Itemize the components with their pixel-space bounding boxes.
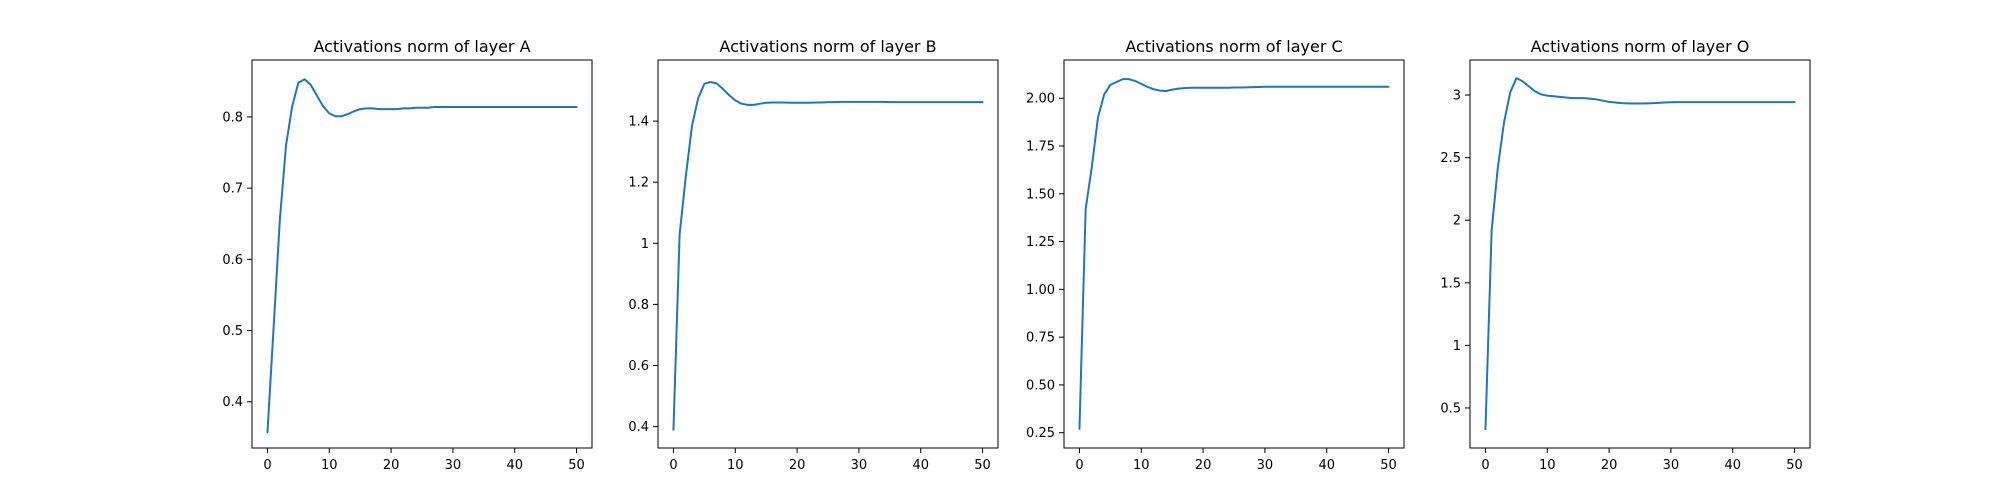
x-tick-label: 20 (1195, 458, 1212, 473)
axes-frame (1063, 59, 1405, 449)
y-axis: 0.4 0.6 0.8 1 1.2 1.4 (628, 115, 658, 435)
x-tick-label: 20 (1601, 458, 1618, 473)
y-tick-label: 1.4 (628, 115, 649, 130)
series-line (1484, 77, 1796, 431)
x-tick-label: 50 (1786, 458, 1803, 473)
series-line (266, 78, 578, 434)
y-axis: 0.25 0.50 0.75 1.00 1.25 1.50 1.75 2.00 (1026, 92, 1064, 441)
x-axis: 0 10 20 30 40 50 (1075, 448, 1397, 473)
plot-area (672, 81, 984, 431)
chart-title: Activations norm of layer C (1125, 37, 1342, 56)
y-tick-label: 1 (641, 237, 649, 252)
y-axis: 0.5 1 1.5 2 2.5 3 (1440, 89, 1470, 416)
series-line (1078, 78, 1390, 430)
x-tick-label: 20 (789, 458, 806, 473)
x-tick-label: 40 (912, 458, 929, 473)
x-tick-label: 50 (1380, 458, 1397, 473)
chart-panel-layer-b: Activations norm of layer B 0.4 0.6 0.8 1 1.… (628, 37, 999, 473)
y-tick-label: 0.5 (222, 324, 243, 339)
x-tick-label: 0 (1075, 458, 1083, 473)
x-tick-label: 10 (321, 458, 338, 473)
chart-title: Activations norm of layer B (719, 37, 936, 56)
y-tick-label: 2.5 (1440, 151, 1461, 166)
y-tick-label: 0.5 (1440, 401, 1461, 416)
y-tick-label: 0.8 (628, 298, 649, 313)
x-tick-label: 10 (1133, 458, 1150, 473)
y-tick-label: 0.25 (1026, 426, 1055, 441)
axes-frame (251, 59, 593, 449)
chart-panel-layer-a: Activations norm of layer A 0.4 0.5 0.6 0.7… (222, 37, 593, 473)
x-tick-label: 10 (1539, 458, 1556, 473)
x-tick-label: 30 (1663, 458, 1680, 473)
x-tick-label: 0 (669, 458, 677, 473)
axes-frame (1469, 59, 1811, 449)
axes-frame (657, 59, 999, 449)
y-tick-label: 1 (1453, 339, 1461, 354)
x-axis: 0 10 20 30 40 50 (1481, 448, 1803, 473)
y-tick-label: 3 (1453, 89, 1461, 104)
chart-title: Activations norm of layer O (1531, 37, 1750, 56)
x-tick-label: 40 (1724, 458, 1741, 473)
y-tick-label: 0.4 (222, 395, 243, 410)
y-tick-label: 1.5 (1440, 276, 1461, 291)
x-tick-label: 0 (263, 458, 271, 473)
x-tick-label: 40 (506, 458, 523, 473)
y-tick-label: 0.6 (628, 359, 649, 374)
y-tick-label: 0.7 (222, 182, 243, 197)
plot-area (1078, 78, 1390, 430)
y-tick-label: 0.50 (1026, 378, 1055, 393)
y-tick-label: 2.00 (1026, 92, 1055, 107)
x-tick-label: 30 (445, 458, 462, 473)
x-tick-label: 0 (1481, 458, 1489, 473)
y-tick-label: 1.2 (628, 176, 649, 191)
series-line (672, 81, 984, 431)
y-tick-label: 1.50 (1026, 187, 1055, 202)
x-axis: 0 10 20 30 40 50 (669, 448, 991, 473)
x-tick-label: 40 (1318, 458, 1335, 473)
chart-panel-layer-c: Activations norm of layer C 0.25 0.50 0.75… (1026, 37, 1405, 473)
y-tick-label: 1.00 (1026, 283, 1055, 298)
x-tick-label: 50 (568, 458, 585, 473)
y-axis: 0.4 0.5 0.6 0.7 0.8 (222, 110, 252, 410)
chart-panel-layer-o: Activations norm of layer O 0.5 1 1.5 2 2.5 3… (1440, 37, 1811, 473)
y-tick-label: 2 (1453, 214, 1461, 229)
plot-area (266, 78, 578, 434)
x-axis: 0 10 20 30 40 50 (263, 448, 585, 473)
y-tick-label: 0.75 (1026, 331, 1055, 346)
x-tick-label: 10 (727, 458, 744, 473)
x-tick-label: 30 (851, 458, 868, 473)
plot-area (1484, 77, 1796, 431)
chart-title: Activations norm of layer A (313, 37, 530, 56)
x-tick-label: 20 (383, 458, 400, 473)
y-tick-label: 0.8 (222, 110, 243, 125)
y-tick-label: 1.75 (1026, 140, 1055, 155)
y-tick-label: 1.25 (1026, 235, 1055, 250)
x-tick-label: 30 (1257, 458, 1274, 473)
y-tick-label: 0.4 (628, 420, 649, 435)
x-tick-label: 50 (974, 458, 991, 473)
y-tick-label: 0.6 (222, 253, 243, 268)
